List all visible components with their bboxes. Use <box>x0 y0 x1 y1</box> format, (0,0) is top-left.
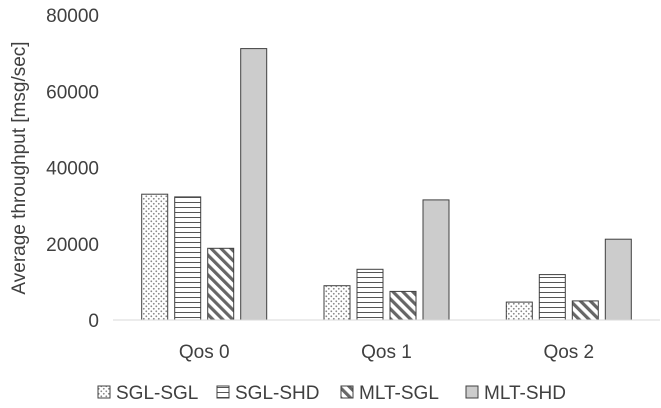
legend-swatch-mlt-shd <box>465 385 479 399</box>
legend-label-sgl-sgl: SGL-SGL <box>116 383 198 404</box>
x-tick-label: Qos 0 <box>179 342 230 363</box>
bar-sgl-sgl-qos-1 <box>323 285 351 321</box>
bar-sgl-shd-qos-0 <box>174 196 202 321</box>
bar-sgl-shd-qos-2 <box>538 274 566 321</box>
bar-mlt-sgl-qos-0 <box>207 247 235 321</box>
legend-label-sgl-shd: SGL-SHD <box>235 383 319 404</box>
bar-sgl-shd-qos-1 <box>356 268 384 321</box>
bar-mlt-shd-qos-0 <box>240 48 268 321</box>
x-tick-label: Qos 2 <box>543 342 594 363</box>
legend-label-mlt-shd: MLT-SHD <box>484 383 566 404</box>
y-tick-label: 60000 <box>46 82 99 103</box>
legend-label-mlt-sgl: MLT-SGL <box>359 383 439 404</box>
x-tick-label: Qos 1 <box>361 342 412 363</box>
bar-mlt-sgl-qos-2 <box>571 300 599 321</box>
legend: SGL-SGL SGL-SHD MLT-SGL MLT-SHD <box>97 383 566 404</box>
legend-swatch-sgl-sgl <box>97 385 111 399</box>
y-tick-label: 80000 <box>46 6 99 27</box>
bar-sgl-sgl-qos-0 <box>141 193 169 321</box>
bar-mlt-sgl-qos-1 <box>389 290 417 321</box>
y-axis-label: Average throughput [msg/sec] <box>9 41 30 294</box>
y-tick-label: 0 <box>88 311 99 332</box>
legend-swatch-mlt-sgl <box>340 385 354 399</box>
bar-mlt-shd-qos-1 <box>422 199 450 321</box>
bar-mlt-shd-qos-2 <box>604 238 632 321</box>
y-tick-label: 40000 <box>46 159 99 180</box>
bar-sgl-sgl-qos-2 <box>505 301 533 321</box>
y-tick-label: 20000 <box>46 235 99 256</box>
legend-swatch-sgl-shd <box>216 385 230 399</box>
